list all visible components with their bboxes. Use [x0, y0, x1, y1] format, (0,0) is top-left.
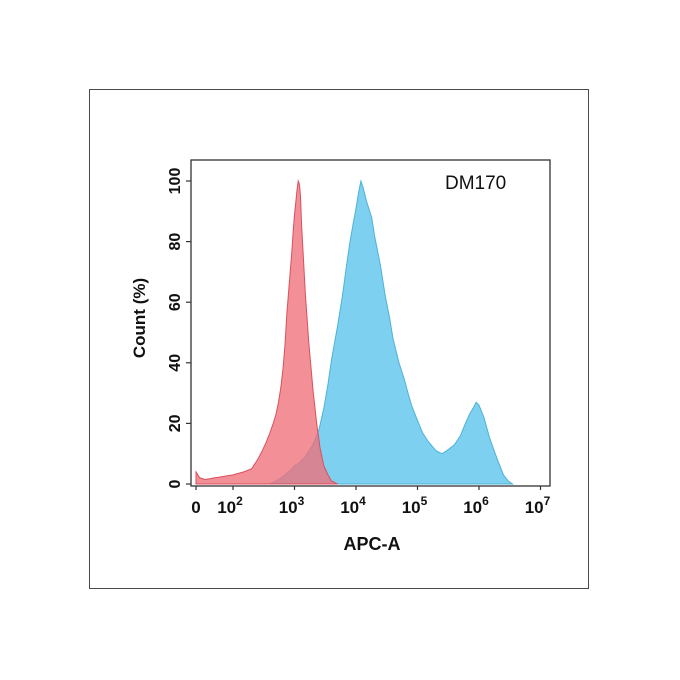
- y-tick-label-3: 60: [167, 293, 184, 311]
- outer-frame: [89, 89, 589, 589]
- series-red-histogram: [195, 179, 338, 485]
- annotation-label: DM170: [445, 173, 506, 194]
- x-tick-label-6: 107: [525, 494, 551, 517]
- y-tick-label-0: 0: [167, 479, 184, 488]
- y-tick-label-1: 20: [167, 414, 184, 432]
- series-layer: [195, 179, 515, 485]
- x-tick-label-3: 104: [340, 494, 366, 517]
- y-axis-title: Count (%): [130, 278, 149, 358]
- x-tick-label-2: 103: [279, 494, 305, 517]
- y-tick-label-4: 80: [167, 233, 184, 251]
- y-tick-label-5: 100: [167, 168, 184, 195]
- plot-frame: [190, 159, 551, 487]
- x-tick-label-0: 0: [191, 498, 200, 517]
- x-tick-label-1: 102: [217, 494, 243, 517]
- x-axis-title: APC-A: [344, 534, 401, 554]
- ticks-layer: 0 20 40 60 80 100 0 102 103 104 105 106 107: [167, 168, 551, 517]
- y-tick-label-2: 40: [167, 354, 184, 372]
- x-tick-label-4: 105: [402, 494, 428, 517]
- x-tick-label-5: 106: [463, 494, 489, 517]
